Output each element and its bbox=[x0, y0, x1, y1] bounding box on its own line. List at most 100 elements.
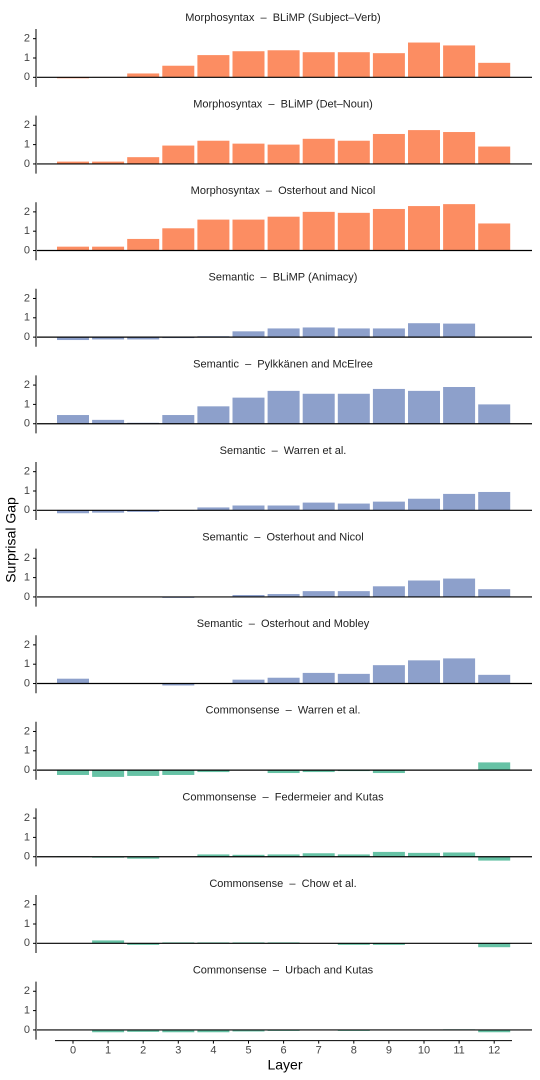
y-tick-label: 1 bbox=[24, 658, 30, 670]
y-tick-label: 0 bbox=[24, 764, 30, 776]
bar bbox=[92, 246, 125, 251]
bar bbox=[302, 591, 335, 597]
x-tick-label: 10 bbox=[418, 1045, 430, 1057]
bar bbox=[337, 212, 370, 251]
bar bbox=[302, 853, 335, 857]
bar bbox=[372, 133, 405, 164]
bar bbox=[57, 678, 89, 684]
y-tick-label: 1 bbox=[24, 831, 30, 843]
bar bbox=[408, 390, 440, 424]
bar bbox=[443, 658, 476, 684]
panel-title: Semantic – Pylkkänen and McElree bbox=[193, 358, 373, 370]
bar bbox=[57, 246, 89, 251]
x-tick-label: 4 bbox=[210, 1045, 216, 1057]
y-tick-label: 0 bbox=[24, 677, 30, 689]
bar bbox=[267, 390, 300, 424]
bar bbox=[478, 404, 511, 424]
bar bbox=[372, 943, 405, 945]
bar bbox=[162, 415, 195, 424]
bar bbox=[337, 591, 370, 597]
y-tick-label: 1 bbox=[24, 572, 30, 584]
bar bbox=[267, 594, 300, 597]
bar bbox=[478, 856, 511, 861]
bar bbox=[408, 42, 440, 78]
bar bbox=[478, 491, 511, 511]
y-tick-label: 0 bbox=[24, 591, 30, 603]
bar bbox=[337, 393, 370, 424]
x-tick-label: 8 bbox=[351, 1045, 357, 1057]
panel-title: Morphosyntax – BLiMP (Subject–Verb) bbox=[185, 12, 380, 24]
bar bbox=[267, 677, 300, 684]
y-axis-label: Surprisal Gap bbox=[3, 497, 19, 583]
panel-title: Morphosyntax – BLiMP (Det–Noun) bbox=[193, 99, 373, 111]
y-tick-label: 2 bbox=[24, 466, 30, 478]
y-tick-label: 2 bbox=[24, 639, 30, 651]
bar bbox=[443, 387, 476, 424]
bar bbox=[337, 673, 370, 684]
y-tick-label: 2 bbox=[24, 33, 30, 45]
y-tick-label: 2 bbox=[24, 725, 30, 737]
bar bbox=[162, 145, 195, 164]
bar bbox=[408, 323, 440, 338]
bar bbox=[232, 51, 265, 78]
x-tick-label: 12 bbox=[488, 1045, 500, 1057]
x-tick-label: 7 bbox=[316, 1045, 322, 1057]
bar bbox=[232, 595, 265, 597]
bar bbox=[232, 1029, 265, 1032]
bar bbox=[302, 393, 335, 424]
bar bbox=[57, 770, 89, 775]
bar bbox=[478, 943, 511, 948]
bar bbox=[127, 510, 160, 512]
bar bbox=[127, 943, 160, 945]
bar bbox=[92, 770, 125, 777]
y-tick-label: 1 bbox=[24, 139, 30, 151]
x-tick-label: 3 bbox=[175, 1045, 181, 1057]
bar bbox=[92, 337, 125, 340]
bar bbox=[232, 219, 265, 251]
bar bbox=[443, 323, 476, 338]
y-tick-label: 0 bbox=[24, 1024, 30, 1036]
bar bbox=[57, 337, 89, 341]
bar bbox=[127, 238, 160, 251]
bar bbox=[443, 204, 476, 251]
panel-title: Morphosyntax – Osterhout and Nicol bbox=[191, 185, 376, 197]
bar bbox=[127, 157, 160, 164]
bar bbox=[408, 852, 440, 857]
bar bbox=[267, 854, 300, 857]
bar bbox=[443, 852, 476, 857]
bar bbox=[267, 770, 300, 774]
bar bbox=[92, 161, 125, 164]
y-tick-label: 1 bbox=[24, 918, 30, 930]
bar bbox=[372, 388, 405, 424]
bar bbox=[372, 53, 405, 78]
y-tick-label: 2 bbox=[24, 292, 30, 304]
bar bbox=[267, 328, 300, 338]
y-tick-label: 2 bbox=[24, 812, 30, 824]
bar bbox=[92, 1029, 125, 1033]
y-tick-label: 1 bbox=[24, 225, 30, 237]
panel-title: Semantic – Osterhout and Mobley bbox=[197, 618, 370, 630]
bar bbox=[162, 683, 195, 686]
bar bbox=[302, 52, 335, 78]
y-tick-label: 0 bbox=[24, 418, 30, 430]
bar bbox=[372, 501, 405, 511]
bar bbox=[92, 940, 125, 944]
bar bbox=[372, 208, 405, 251]
bar bbox=[443, 578, 476, 597]
bar bbox=[57, 161, 89, 164]
bar bbox=[443, 45, 476, 78]
bar bbox=[408, 498, 440, 511]
y-tick-label: 1 bbox=[24, 398, 30, 410]
bar bbox=[92, 419, 125, 424]
bar bbox=[372, 665, 405, 684]
bar bbox=[478, 589, 511, 597]
bar bbox=[197, 770, 230, 773]
bar bbox=[232, 331, 265, 338]
bar bbox=[92, 510, 125, 513]
panel-title: Commonsense – Urbach and Kutas bbox=[193, 965, 374, 977]
bar bbox=[478, 1029, 511, 1033]
bar bbox=[197, 219, 230, 251]
y-tick-label: 0 bbox=[24, 244, 30, 256]
y-tick-label: 1 bbox=[24, 52, 30, 64]
bar bbox=[337, 943, 370, 945]
